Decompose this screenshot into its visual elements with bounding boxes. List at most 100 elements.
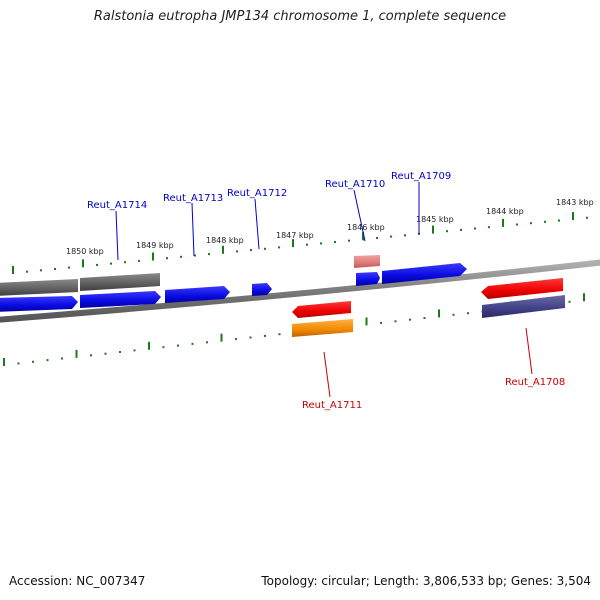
gene-pink-feature[interactable]: [354, 255, 380, 268]
outer-scale-major-tick: [82, 259, 84, 268]
outer-scale-minor-tick: [474, 227, 476, 230]
connector-a1708: [525, 327, 533, 375]
inner-scale-major-tick: [220, 333, 223, 342]
scale-label-1845: 1845 kbp: [416, 215, 454, 224]
gene-reut-a1711[interactable]: [292, 301, 351, 318]
outer-scale-minor-tick: [110, 262, 112, 265]
label-reut-a1711[interactable]: Reut_A1711: [302, 400, 362, 411]
outer-scale-minor-tick: [390, 235, 392, 238]
outer-scale-minor-tick: [26, 270, 28, 273]
inner-scale-major-tick: [365, 317, 368, 326]
inner-scale-minor-tick: [32, 360, 34, 363]
accession-text: Accession: NC_007347: [9, 574, 146, 588]
outer-scale-minor-tick: [264, 247, 266, 250]
gene-grey-right[interactable]: [80, 273, 160, 291]
connector-a1714: [115, 210, 119, 261]
scale-label-1844: 1844 kbp: [486, 207, 524, 216]
outer-scale-minor-tick: [68, 266, 70, 269]
inner-scale-minor-tick: [162, 346, 165, 349]
label-reut-a1710[interactable]: Reut_A1710: [325, 179, 385, 190]
inner-scale-minor-tick: [394, 320, 397, 323]
inner-scale-minor-tick: [409, 318, 411, 321]
gene-reut-a1712[interactable]: [252, 283, 272, 296]
outer-scale-minor-tick: [348, 239, 350, 242]
outer-scale-minor-tick: [586, 216, 588, 219]
gene-reut-a1714-partial[interactable]: [0, 296, 78, 312]
outer-scale-minor-tick: [488, 226, 490, 229]
inner-scale-minor-tick: [90, 354, 92, 357]
outer-scale-minor-tick: [208, 253, 210, 256]
outer-scale-minor-tick: [166, 257, 168, 260]
label-reut-a1709[interactable]: Reut_A1709: [391, 171, 451, 182]
connector-a1713: [191, 202, 195, 257]
inner-scale-minor-tick: [177, 344, 179, 347]
inner-scale-minor-tick: [423, 317, 426, 319]
outer-scale-minor-tick: [404, 234, 406, 237]
inner-scale-minor-tick: [104, 352, 107, 355]
outer-scale-minor-tick: [446, 230, 448, 233]
outer-scale-major-tick: [12, 266, 14, 274]
outer-scale-major-tick: [432, 225, 434, 234]
outer-scale-minor-tick: [460, 228, 462, 231]
outer-scale-major-tick: [572, 212, 574, 221]
outer-scale-minor-tick: [320, 242, 322, 245]
outer-scale-minor-tick: [530, 222, 532, 225]
gene-reut-a1713[interactable]: [165, 286, 230, 303]
scale-label-1846: 1846 kbp: [347, 223, 385, 232]
outer-scale-minor-tick: [558, 219, 560, 222]
label-reut-a1708[interactable]: Reut_A1708: [505, 377, 565, 388]
outer-scale-major-tick: [362, 232, 364, 241]
inner-scale-minor-tick: [17, 362, 20, 365]
scale-label-1848: 1848 kbp: [206, 236, 244, 245]
outer-scale-major-tick: [502, 218, 504, 227]
inner-scale-minor-tick: [206, 341, 208, 344]
outer-scale-minor-tick: [278, 246, 280, 249]
gene-reut-a1714[interactable]: [80, 291, 161, 308]
outer-scale-minor-tick: [194, 254, 196, 257]
outer-scale-minor-tick: [334, 241, 336, 243]
scale-label-1849: 1849 kbp: [136, 241, 174, 250]
outer-scale-minor-tick: [236, 250, 238, 253]
gene-grey-left[interactable]: [0, 279, 78, 296]
label-reut-a1714[interactable]: Reut_A1714: [87, 200, 147, 211]
outer-scale-minor-tick: [96, 263, 98, 266]
outer-scale-major-tick: [152, 252, 154, 261]
connector-a1711: [323, 351, 331, 398]
inner-scale-minor-tick: [46, 359, 49, 362]
inner-scale-major-tick: [3, 358, 5, 366]
inner-scale-major-tick: [438, 309, 440, 318]
outer-scale-minor-tick: [544, 220, 546, 223]
scale-label-1847: 1847 kbp: [276, 231, 314, 240]
gene-orange-feature[interactable]: [292, 319, 353, 337]
gene-purple-feature[interactable]: [482, 295, 565, 318]
outer-scale-ticks: [12, 212, 588, 274]
inner-scale-minor-tick: [380, 321, 382, 324]
outer-scale-minor-tick: [180, 255, 182, 258]
inner-scale-major-tick: [583, 293, 585, 302]
outer-scale-minor-tick: [516, 223, 518, 226]
outer-scale-major-tick: [222, 245, 224, 254]
inner-scale-minor-tick: [119, 351, 121, 353]
outer-scale-minor-tick: [138, 259, 140, 262]
inner-scale-minor-tick: [278, 333, 281, 336]
inner-scale-minor-tick: [568, 300, 571, 303]
topology-summary: Topology: circular; Length: 3,806,533 bp…: [261, 574, 591, 588]
label-reut-a1713[interactable]: Reut_A1713: [163, 193, 223, 204]
inner-scale-minor-tick: [467, 312, 469, 315]
outer-scale-minor-tick: [306, 243, 308, 246]
inner-scale-minor-tick: [249, 336, 252, 339]
inner-scale-major-tick: [148, 341, 150, 350]
gene-reut-a1709[interactable]: [382, 263, 467, 284]
gene-reut-a1708[interactable]: [481, 278, 563, 299]
outer-scale-major-tick: [292, 239, 294, 248]
outer-scale-minor-tick: [40, 269, 42, 272]
gene-reut-a1710[interactable]: [356, 272, 380, 286]
scale-label-1843: 1843 kbp: [556, 198, 594, 207]
label-reut-a1712[interactable]: Reut_A1712: [227, 188, 287, 199]
inner-scale-minor-tick: [61, 357, 63, 360]
inner-scale-minor-tick: [452, 313, 455, 316]
inner-scale-minor-tick: [235, 338, 237, 341]
scale-label-1850: 1850 kbp: [66, 247, 104, 256]
inner-scale-minor-tick: [191, 342, 194, 345]
